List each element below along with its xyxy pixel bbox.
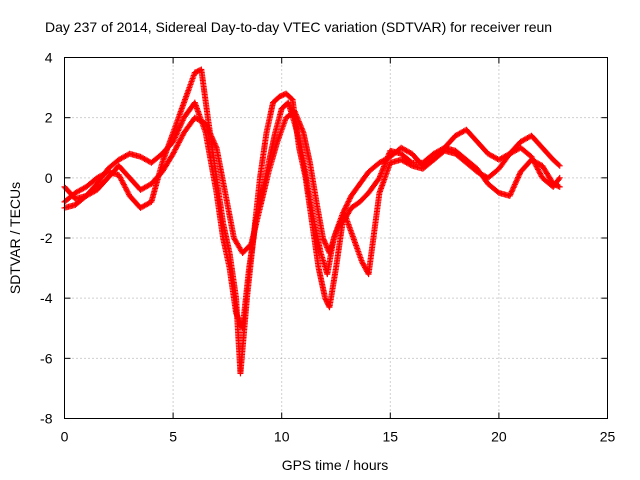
- data-point-marker: [556, 174, 563, 181]
- data-point-marker: [343, 202, 350, 209]
- data-point-marker: [334, 226, 341, 233]
- x-axis-label: GPS time / hours: [282, 457, 389, 473]
- data-point-marker: [337, 219, 344, 226]
- y-tick-label: -4: [40, 290, 53, 306]
- data-point-marker: [335, 223, 342, 230]
- x-tick-label: 5: [169, 429, 177, 445]
- data-point-marker: [344, 201, 351, 208]
- chart-title: Day 237 of 2014, Sidereal Day-to-day VTE…: [45, 19, 552, 35]
- data-point-marker: [335, 224, 342, 231]
- data-point-marker: [344, 199, 351, 206]
- x-tick-label: 10: [274, 429, 290, 445]
- data-point-marker: [193, 68, 200, 75]
- data-point-marker: [556, 183, 563, 190]
- data-point-marker: [556, 162, 563, 169]
- axis-ticks: [64, 57, 608, 419]
- data-point-marker: [342, 203, 349, 210]
- data-point-marker: [277, 93, 284, 100]
- x-tick-label: 0: [61, 429, 69, 445]
- plot-frame: [64, 57, 608, 419]
- data-point-marker: [555, 183, 562, 190]
- data-point-marker: [336, 222, 343, 229]
- data-point-marker: [555, 161, 562, 168]
- data-point-marker: [333, 227, 340, 234]
- y-tick-labels: -8 -6 -4 -2 0 2 4: [40, 50, 53, 427]
- data-point-marker: [279, 92, 286, 99]
- data-point-marker: [345, 198, 352, 205]
- data-point-marker: [333, 228, 339, 235]
- data-point-marker: [407, 162, 414, 169]
- y-tick-label: 0: [45, 170, 53, 186]
- x-tick-labels: 0 5 10 15 20 25: [61, 429, 616, 445]
- data-point-marker: [276, 93, 283, 100]
- data-point-marker: [346, 197, 353, 204]
- data-point-marker: [342, 205, 349, 212]
- x-tick-label: 25: [600, 429, 616, 445]
- x-tick-label: 15: [383, 429, 399, 445]
- y-axis-label: SDTVAR / TECUs: [7, 182, 23, 294]
- data-point-marker: [337, 220, 344, 227]
- y-tick-label: -8: [40, 411, 53, 427]
- y-tick-label: -2: [40, 230, 53, 246]
- y-tick-label: 2: [45, 110, 53, 126]
- y-tick-label: -6: [40, 350, 53, 366]
- x-tick-label: 20: [491, 429, 507, 445]
- y-tick-label: 4: [45, 50, 53, 66]
- data-point-marker: [338, 217, 345, 224]
- data-point-marker: [346, 195, 353, 202]
- data-point-marker: [191, 69, 198, 76]
- data-point-marker: [555, 176, 562, 183]
